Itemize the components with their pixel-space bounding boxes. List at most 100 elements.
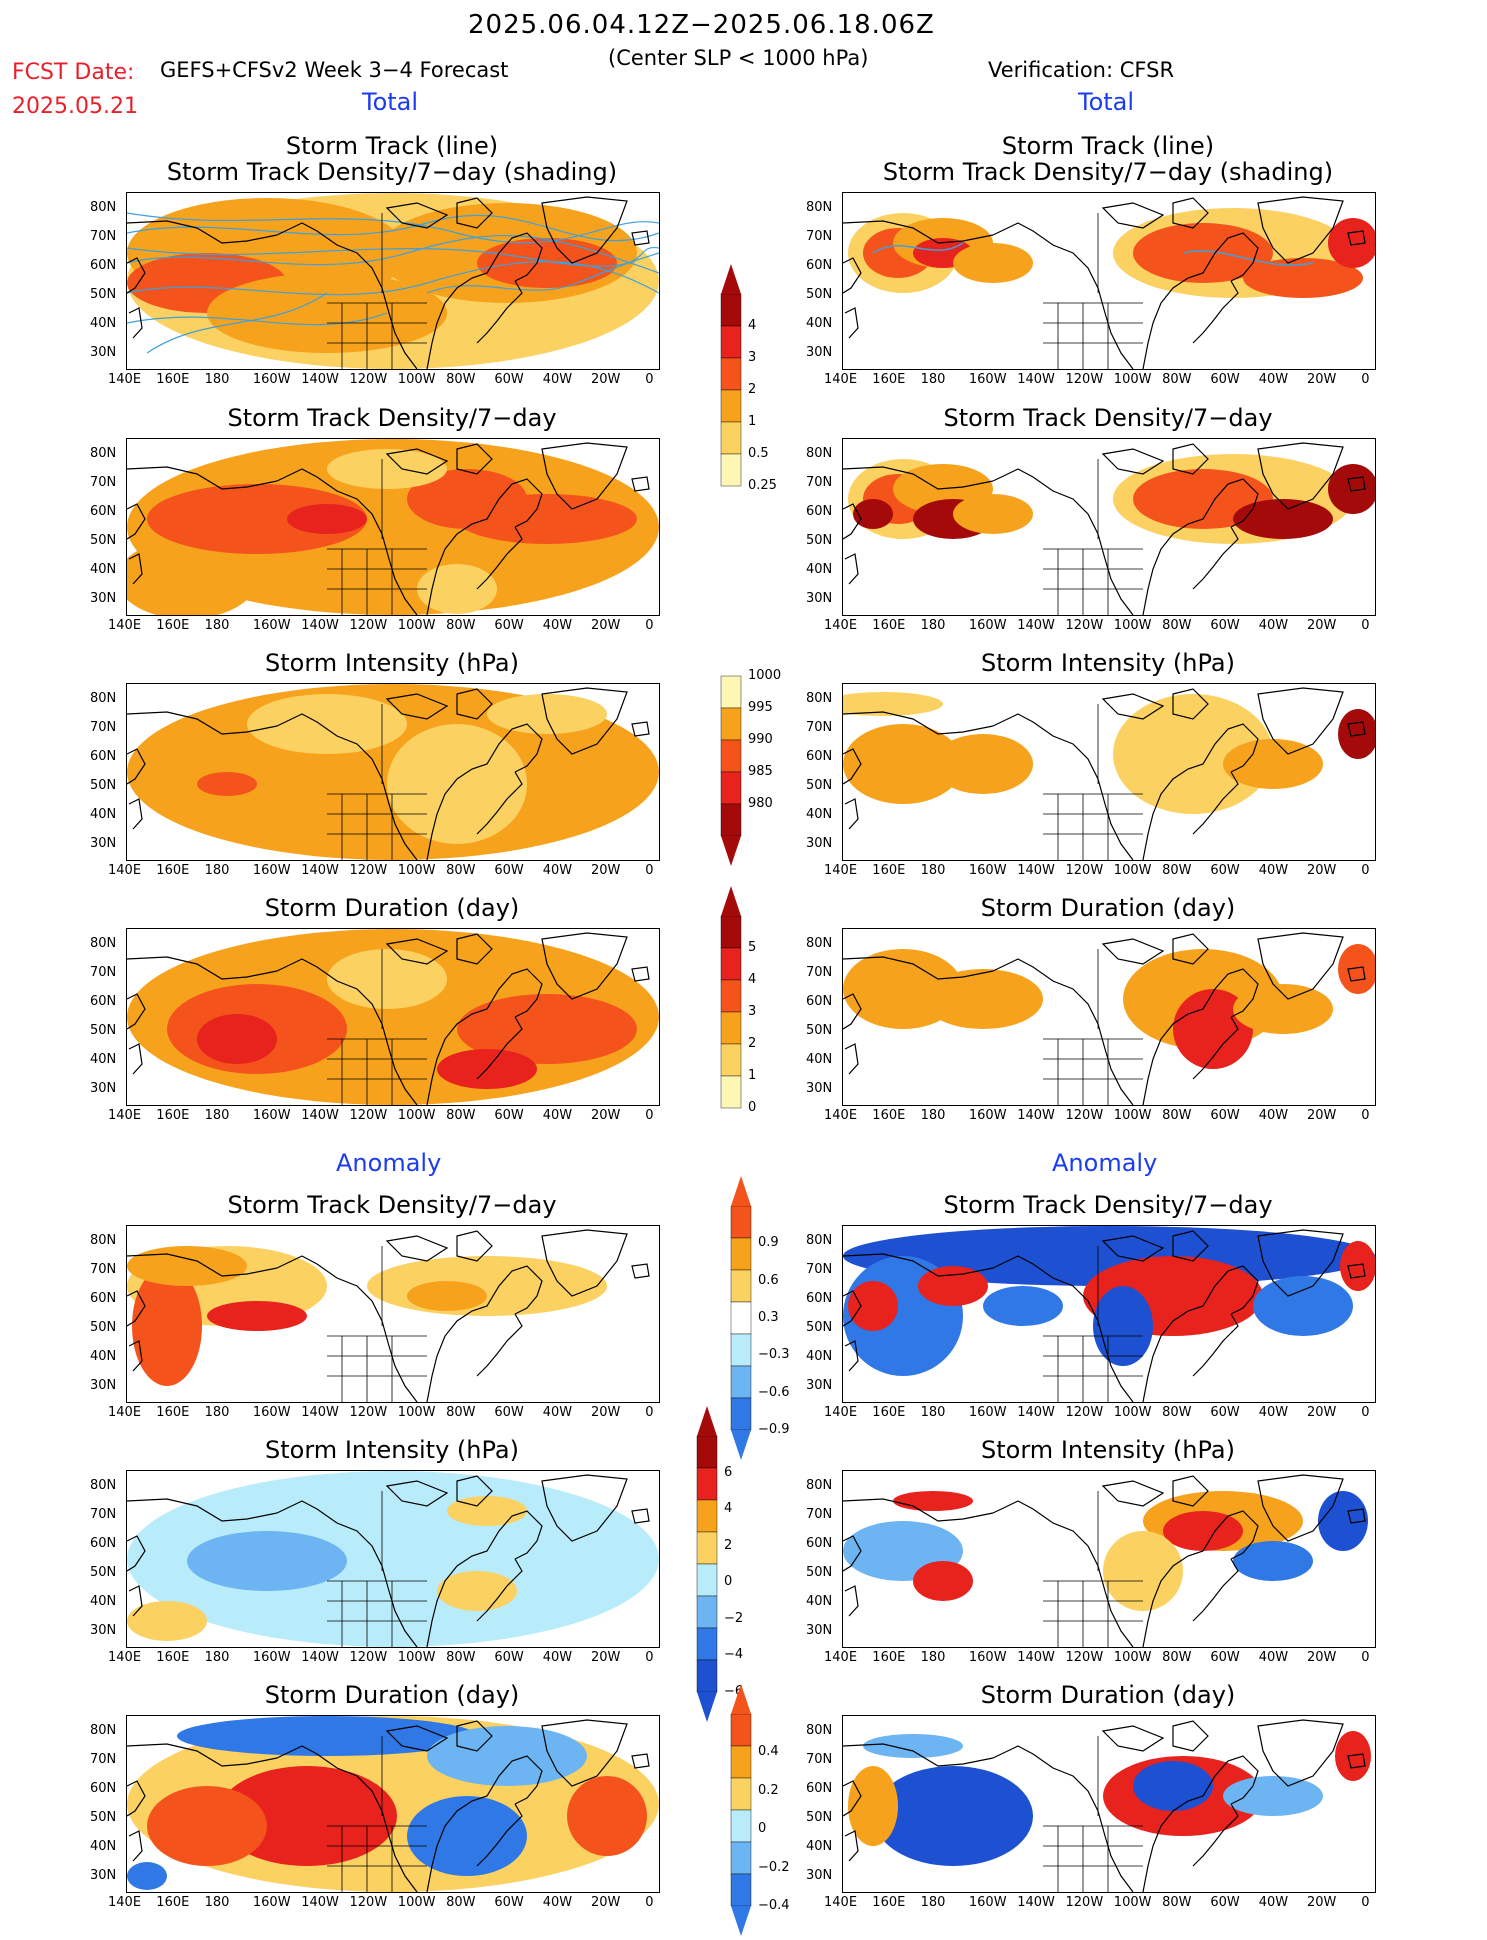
lat-label: 40N: [806, 807, 833, 822]
section-total-right: Total: [1078, 88, 1135, 116]
coastline: [992, 713, 1134, 860]
colorbar-segment: [730, 1809, 752, 1843]
coastline: [426, 232, 543, 369]
coastline: [541, 1719, 628, 1787]
coastline: [992, 468, 1134, 615]
section-anomaly-right: Anomaly: [1052, 1149, 1158, 1177]
shaded-field: [1335, 1731, 1371, 1781]
lon-label: 180: [204, 1650, 230, 1665]
lon-label: 140W: [301, 372, 339, 387]
lon-label: 60W: [1210, 863, 1240, 878]
lon-label: 160E: [872, 1405, 906, 1420]
lon-label: 140W: [301, 618, 339, 633]
coastline: [1257, 196, 1344, 264]
lon-label: 0: [645, 1650, 654, 1665]
colorbar-segment: [696, 1595, 718, 1629]
coastline: [276, 1500, 418, 1647]
lon-label: 120W: [349, 1895, 388, 1910]
lon-label: 140W: [301, 863, 339, 878]
map-track-left: [126, 192, 660, 370]
lat-label: 70N: [90, 475, 117, 490]
lon-label: 40W: [542, 372, 573, 387]
coastline: [843, 220, 994, 244]
lon-label: 0: [645, 1895, 654, 1910]
lat-label: 70N: [806, 965, 833, 980]
colorbar-arrow: [697, 1406, 717, 1436]
lat-label: 60N: [806, 749, 833, 764]
colorbar-label: 0.9: [758, 1235, 779, 1251]
shaded-field: [127, 1601, 207, 1641]
coastline: [1172, 1720, 1209, 1752]
lon-label: 60W: [1210, 1895, 1240, 1910]
coastline: [1101, 693, 1165, 720]
coastline: [476, 1803, 523, 1867]
lon-label: 140E: [824, 372, 858, 387]
lat-label: 60N: [90, 994, 117, 1009]
coastline: [1142, 232, 1259, 369]
shaded-field: [407, 469, 527, 529]
lat-label: 30N: [806, 1623, 833, 1638]
lon-label: 160W: [968, 618, 1007, 633]
lat-label: 50N: [806, 778, 833, 793]
lon-label: 180: [204, 1108, 230, 1123]
colorbar-segment: [696, 1531, 718, 1565]
lon-label: 40W: [1258, 1650, 1289, 1665]
lon-label: 100W: [1113, 372, 1152, 387]
lat-label: 40N: [90, 1594, 117, 1609]
lat-label: 30N: [806, 1081, 833, 1096]
shaded-field: [447, 1496, 527, 1526]
coastline: [631, 1753, 650, 1769]
page-subtitle: (Center SLP < 1000 hPa): [608, 46, 869, 70]
colorbar-segment: [730, 1745, 752, 1779]
coastline: [127, 1743, 278, 1767]
coastline: [1192, 1313, 1239, 1377]
lat-label: 80N: [90, 200, 117, 215]
title-track-shade-left: Storm Track Density/7−day (shading): [166, 158, 618, 186]
lon-label: 140W: [1017, 1895, 1055, 1910]
shaded-field: [437, 1571, 517, 1611]
map-track-right: [842, 192, 1376, 370]
lon-label: 160W: [968, 1405, 1007, 1420]
lat-label: 80N: [806, 1233, 833, 1248]
lat-label: 40N: [806, 1594, 833, 1609]
lat-label: 60N: [806, 1781, 833, 1796]
shaded-field: [953, 243, 1033, 283]
coastline: [1347, 966, 1366, 982]
colorbar-segment: [730, 1841, 752, 1875]
colorbar-label: 4: [748, 318, 757, 333]
lat-label: 40N: [90, 316, 117, 331]
shaded-field: [287, 504, 367, 534]
lon-label: 60W: [494, 1405, 524, 1420]
lat-label: 60N: [806, 258, 833, 273]
coastline: [1101, 1235, 1165, 1262]
shaded-field: [918, 1266, 988, 1306]
lat-label: 80N: [806, 200, 833, 215]
coastline: [843, 466, 994, 490]
coastline: [844, 798, 859, 830]
lon-label: 100W: [1113, 1405, 1152, 1420]
coastline: [276, 958, 418, 1105]
lon-label: 80W: [1162, 372, 1192, 387]
lat-label: 30N: [806, 345, 833, 360]
coastline: [631, 721, 650, 737]
coastline: [385, 693, 449, 720]
lon-label: 160W: [968, 863, 1007, 878]
coastline: [1172, 197, 1209, 229]
shaded-field: [127, 1246, 247, 1286]
colorbar-segment: [696, 1435, 718, 1469]
colorbar-segment: [720, 1011, 742, 1045]
lon-label: 180: [204, 863, 230, 878]
lat-label: 30N: [90, 345, 117, 360]
coastline: [843, 1780, 862, 1817]
lon-label: 100W: [1113, 863, 1152, 878]
coastline: [541, 196, 628, 264]
lon-label: 60W: [1210, 1650, 1240, 1665]
lon-label: 0: [1361, 618, 1370, 633]
lat-label: 40N: [90, 562, 117, 577]
shaded-field: [127, 1862, 167, 1890]
lon-label: 80W: [446, 1405, 476, 1420]
title-density-anom-left: Storm Track Density/7−day: [227, 1191, 557, 1219]
coastline: [1192, 771, 1239, 835]
lon-label: 40W: [1258, 1895, 1289, 1910]
coastline: [843, 1290, 862, 1327]
